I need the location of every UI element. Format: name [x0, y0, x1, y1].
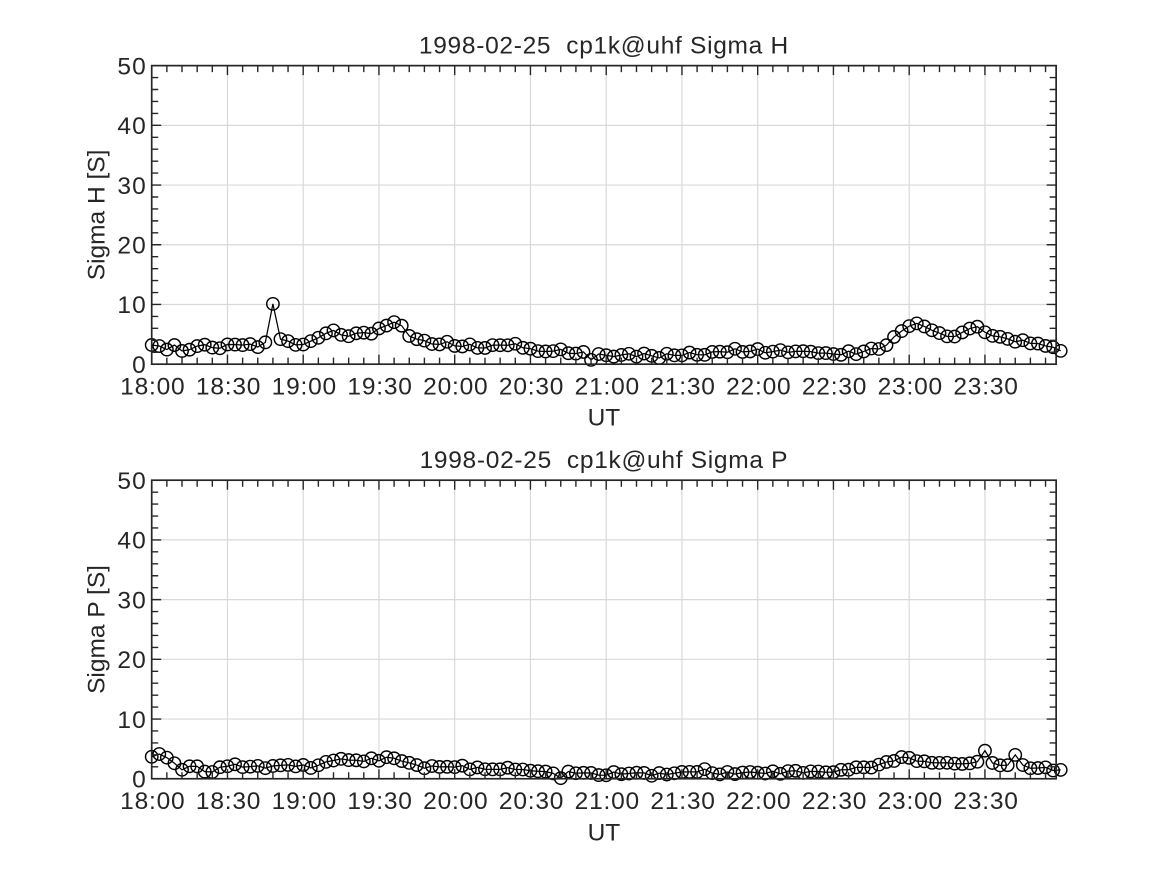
- svg-text:22:00: 22:00: [726, 373, 791, 400]
- svg-text:Sigma H [S]: Sigma H [S]: [84, 150, 111, 281]
- svg-text:10: 10: [117, 292, 146, 319]
- svg-text:23:00: 23:00: [878, 788, 943, 815]
- svg-text:18:00: 18:00: [120, 373, 185, 400]
- svg-text:0: 0: [132, 767, 147, 794]
- svg-text:18:30: 18:30: [196, 373, 261, 400]
- svg-text:1998-02-25 cp1k@uhf Sigma P: 1998-02-25 cp1k@uhf Sigma P: [420, 447, 789, 474]
- svg-text:50: 50: [117, 468, 146, 495]
- svg-text:20: 20: [117, 647, 146, 674]
- svg-text:20:30: 20:30: [499, 788, 564, 815]
- svg-text:40: 40: [117, 528, 146, 555]
- svg-text:18:00: 18:00: [120, 788, 185, 815]
- svg-text:19:30: 19:30: [347, 373, 412, 400]
- svg-text:20:00: 20:00: [423, 788, 488, 815]
- svg-text:21:30: 21:30: [650, 373, 715, 400]
- svg-text:10: 10: [117, 707, 146, 734]
- svg-text:21:00: 21:00: [575, 373, 640, 400]
- svg-text:30: 30: [117, 587, 146, 614]
- svg-text:19:30: 19:30: [347, 788, 412, 815]
- svg-text:19:00: 19:00: [272, 788, 337, 815]
- svg-text:UT: UT: [588, 405, 621, 432]
- svg-text:Sigma P [S]: Sigma P [S]: [84, 565, 111, 694]
- svg-text:20: 20: [117, 233, 146, 260]
- svg-text:19:00: 19:00: [272, 373, 337, 400]
- svg-text:22:30: 22:30: [802, 788, 867, 815]
- svg-text:20:00: 20:00: [423, 373, 488, 400]
- svg-text:18:30: 18:30: [196, 788, 261, 815]
- svg-text:22:30: 22:30: [802, 373, 867, 400]
- svg-text:23:30: 23:30: [953, 788, 1018, 815]
- svg-text:50: 50: [117, 53, 146, 80]
- svg-text:23:00: 23:00: [878, 373, 943, 400]
- svg-text:23:30: 23:30: [953, 373, 1018, 400]
- svg-text:30: 30: [117, 173, 146, 200]
- svg-text:0: 0: [132, 352, 147, 379]
- svg-text:20:30: 20:30: [499, 373, 564, 400]
- svg-text:40: 40: [117, 113, 146, 140]
- svg-text:1998-02-25 cp1k@uhf Sigma H: 1998-02-25 cp1k@uhf Sigma H: [419, 32, 789, 59]
- svg-text:21:00: 21:00: [575, 788, 640, 815]
- svg-text:21:30: 21:30: [650, 788, 715, 815]
- svg-text:UT: UT: [588, 819, 621, 846]
- svg-text:22:00: 22:00: [726, 788, 791, 815]
